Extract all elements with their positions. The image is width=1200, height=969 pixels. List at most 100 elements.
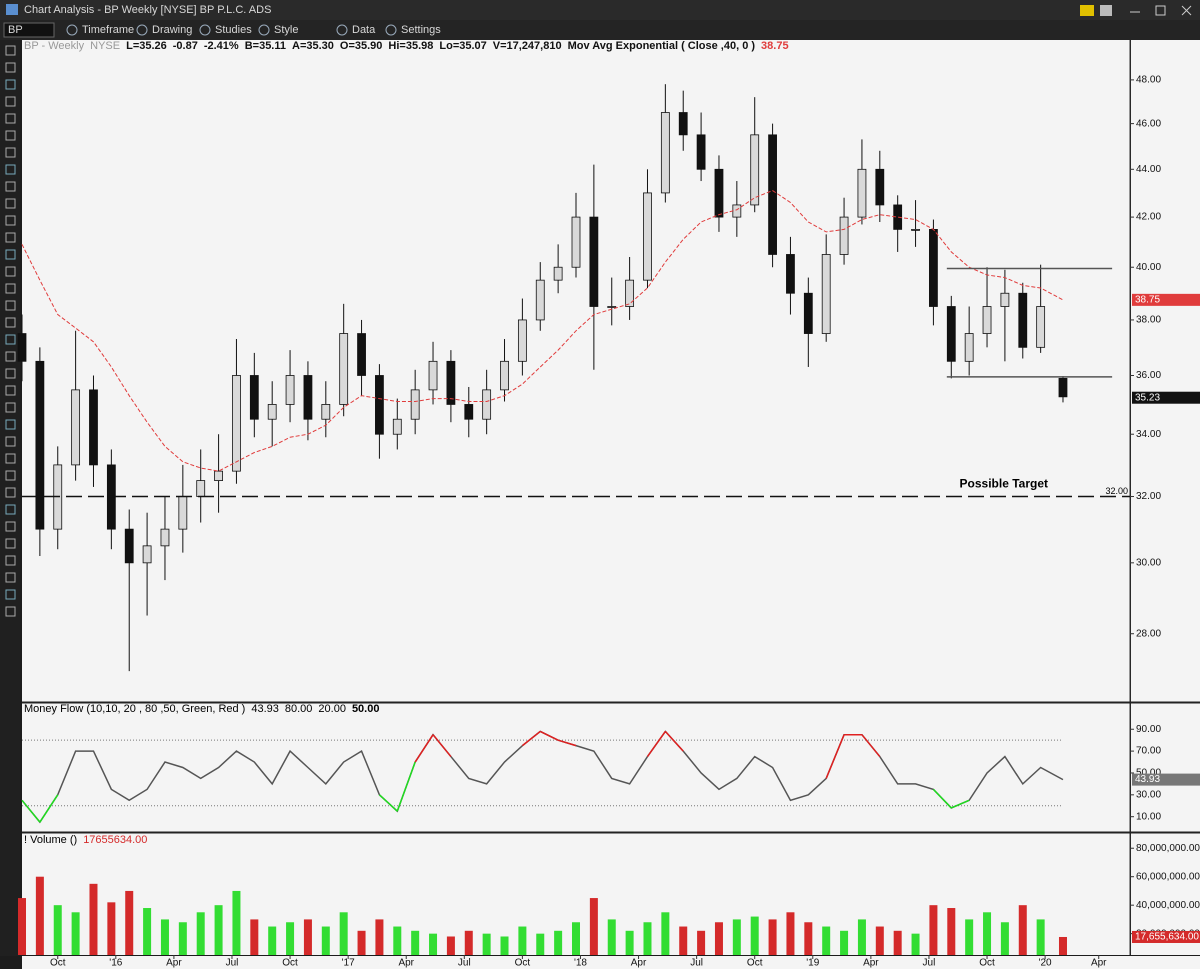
- x-tick-label: Oct: [979, 958, 995, 969]
- badge[interactable]: [1100, 5, 1112, 16]
- tool-icon[interactable]: [5, 572, 16, 583]
- candle-body: [750, 134, 760, 206]
- volume-bar: [464, 930, 473, 955]
- candle-body: [678, 112, 688, 136]
- tool-icon[interactable]: [5, 334, 16, 345]
- money-flow-panel: [22, 703, 1130, 832]
- money-flow-extreme: [521, 730, 541, 747]
- candle-body: [929, 229, 938, 307]
- tool-icon[interactable]: [5, 113, 16, 124]
- menu-item[interactable]: Studies: [215, 24, 252, 36]
- x-tick-label: '17: [342, 958, 355, 969]
- volume-bar: [411, 930, 420, 955]
- tool-icon[interactable]: [5, 419, 16, 430]
- header-item: BP - Weekly: [24, 40, 85, 52]
- tool-icon[interactable]: [5, 538, 16, 549]
- candle-body: [571, 216, 581, 268]
- menu-item[interactable]: Style: [274, 24, 298, 36]
- candle-body: [464, 404, 474, 420]
- tool-icon[interactable]: [5, 606, 16, 617]
- x-tick-label: Oct: [515, 958, 531, 969]
- header-item: A=35.30: [292, 40, 334, 52]
- volume-bar: [393, 926, 402, 955]
- tool-icon[interactable]: [5, 283, 16, 294]
- candle-body: [839, 216, 849, 255]
- tool-icon[interactable]: [5, 317, 16, 328]
- app-icon: [6, 4, 18, 15]
- volume-bar: [35, 876, 44, 955]
- volume-bar: [232, 890, 241, 955]
- x-tick-label: '19: [806, 958, 819, 969]
- header-item: Lo=35.07: [439, 40, 486, 52]
- tool-icon[interactable]: [5, 181, 16, 192]
- tool-icon[interactable]: [5, 368, 16, 379]
- volume-bar: [1058, 936, 1067, 955]
- x-tick-label: Jul: [226, 958, 239, 969]
- date-axis: [22, 956, 1200, 969]
- tool-icon[interactable]: [5, 385, 16, 396]
- candle-body: [142, 545, 152, 564]
- menu-item[interactable]: Settings: [401, 24, 441, 36]
- tool-icon[interactable]: [5, 300, 16, 311]
- candle-body: [1058, 377, 1068, 398]
- candle-body: [321, 404, 331, 420]
- menu-item[interactable]: Drawing: [152, 24, 192, 36]
- volume-bar: [840, 930, 849, 955]
- candle-body: [446, 360, 456, 405]
- tool-icon[interactable]: [5, 130, 16, 141]
- tool-icon[interactable]: [5, 470, 16, 481]
- tool-icon[interactable]: [5, 504, 16, 515]
- moving-average: [21, 189, 1064, 472]
- menu-item[interactable]: Data: [352, 24, 376, 36]
- volume-bar: [303, 919, 312, 955]
- tool-icon[interactable]: [5, 164, 16, 175]
- symbol[interactable]: BP: [8, 24, 23, 36]
- candle-body: [160, 528, 170, 547]
- tool-icon[interactable]: [5, 62, 16, 73]
- tool-icon[interactable]: [5, 521, 16, 532]
- header-item: -0.87: [173, 40, 198, 52]
- candle-body: [428, 360, 438, 391]
- tool-icon[interactable]: [5, 249, 16, 260]
- menu-item[interactable]: Timeframe: [82, 24, 134, 36]
- tool-icon[interactable]: [5, 436, 16, 447]
- volume-bar: [53, 905, 62, 955]
- tool-icon[interactable]: [5, 96, 16, 107]
- tool-icon[interactable]: [5, 45, 16, 56]
- tool-icon[interactable]: [5, 351, 16, 362]
- x-tick-label: Apr: [1091, 958, 1107, 969]
- symbol-box[interactable]: [3, 22, 55, 38]
- tool-icon[interactable]: [5, 589, 16, 600]
- candle-body: [696, 134, 706, 170]
- tool-icon[interactable]: [5, 215, 16, 226]
- candle-body: [35, 360, 45, 530]
- mf-level: 50.00: [352, 703, 380, 715]
- x-tick-label: Apr: [398, 958, 414, 969]
- price-panel: [22, 40, 1130, 702]
- volume-bar: [1036, 919, 1045, 955]
- tool-icon[interactable]: [5, 453, 16, 464]
- maximize[interactable]: [1155, 5, 1166, 16]
- tool-icon[interactable]: [5, 555, 16, 566]
- value-axis: [1131, 40, 1200, 955]
- volume-bar: [625, 930, 634, 955]
- menu-icon: [258, 24, 270, 36]
- tool-icon[interactable]: [5, 487, 16, 498]
- tool-icon[interactable]: [5, 198, 16, 209]
- candle-body: [714, 168, 724, 218]
- volume-bar: [250, 919, 259, 955]
- tool-icon[interactable]: [5, 79, 16, 90]
- tool-icon[interactable]: [5, 147, 16, 158]
- tool-icon[interactable]: [5, 232, 16, 243]
- tool-icon[interactable]: [5, 402, 16, 413]
- y-tick-label: 90.00: [1136, 724, 1161, 735]
- badge[interactable]: [1080, 5, 1094, 16]
- tool-icon[interactable]: [5, 266, 16, 277]
- candle-body: [71, 389, 81, 466]
- mf-level: 20.00: [318, 703, 346, 715]
- money-flow-extreme: [539, 730, 559, 741]
- volume-bar: [214, 905, 223, 955]
- close[interactable]: [1181, 5, 1192, 16]
- volume-bar: [500, 936, 509, 955]
